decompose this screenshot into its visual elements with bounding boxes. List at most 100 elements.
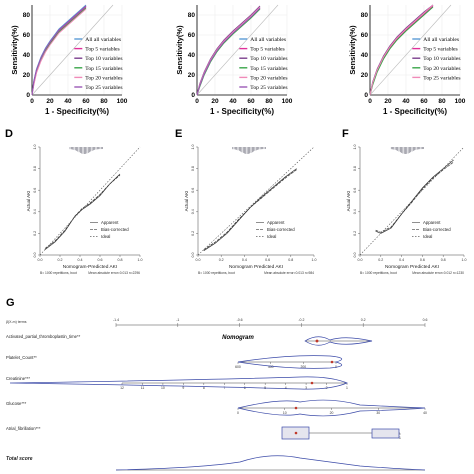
nomogram-tick-label: 7 — [223, 386, 225, 390]
y-tick-label: 0.2 — [33, 231, 37, 236]
nomogram-tick-label: 9 — [182, 386, 184, 390]
y-tick-label: 20 — [361, 72, 369, 79]
y-tick-label: 0.6 — [191, 188, 195, 193]
x-tick-label: 80 — [265, 98, 273, 105]
y-tick-label: 60 — [188, 32, 196, 39]
roc-panels: 0 20 40 60 80 100 0 20 40 60 80 1 - Specificity(%) S… — [10, 4, 466, 116]
y-axis-label: Sensitivity(%) — [175, 25, 184, 75]
y-tick-label: 0.0 — [191, 253, 195, 258]
x-tick-label: 40 — [229, 98, 237, 105]
footer-left: B= 1000 repetitions, boot — [198, 271, 235, 275]
legend-entry: All all variables — [250, 37, 286, 43]
platelet-distribution — [237, 355, 343, 369]
x-tick-label: 60 — [82, 98, 90, 105]
nomogram-tick-label: 8 — [203, 386, 205, 390]
y-tick-label: 40 — [188, 52, 196, 59]
nomogram-tick-label: 40 — [423, 411, 427, 415]
y-tick-label: 0.6 — [353, 188, 357, 193]
x-tick-label: 80 — [438, 98, 446, 105]
x-tick-label: 0.0 — [196, 258, 201, 262]
x-tick-label: 100 — [117, 98, 128, 105]
x-tick-label: 0.0 — [38, 258, 43, 262]
patient-value-marker — [294, 406, 298, 410]
y-tick-label: 1.0 — [33, 145, 37, 150]
y-tick-label: 1.0 — [353, 145, 357, 150]
legend-entry: Top 10 variables — [423, 56, 460, 62]
y-tick-label: 0 — [364, 92, 368, 99]
x-axis-label: 1 - Specificity(%) — [383, 107, 447, 116]
y-axis-label: Actual AKI — [346, 191, 351, 212]
calibration-line-apparent — [203, 168, 297, 251]
af-box-1 — [371, 428, 400, 439]
top-tick-label: -0.2 — [298, 318, 304, 322]
nomogram-tick-label: 200 — [300, 365, 306, 369]
y-tick-label: 0.0 — [353, 253, 357, 258]
nomogram-title: Nomogram — [222, 335, 254, 341]
panel-label: E — [175, 128, 182, 140]
y-tick-label: 80 — [188, 12, 196, 19]
patient-value-marker — [330, 360, 334, 364]
legend-entry: Apparent — [101, 220, 119, 225]
roc-series-line — [31, 8, 87, 96]
calibration-line-ideal — [39, 146, 141, 256]
nomogram-tick-label: 400 — [268, 365, 274, 369]
footer-right: Mean absolute error=0.012 n=1230 — [412, 271, 464, 275]
y-tick-label: 40 — [23, 52, 31, 59]
x-tick-label: 0.4 — [399, 258, 404, 262]
roc-panel-3: 0 20 40 60 80 100 0 20 40 60 80 1 - Specificity(%) S… — [348, 4, 466, 116]
y-tick-label: 40 — [361, 52, 369, 59]
x-tick-label: 80 — [100, 98, 108, 105]
nomogram-tick-label: 11 — [141, 386, 145, 390]
y-tick-label: 0.4 — [33, 209, 37, 214]
nomogram-top-label: β(X-m) terms — [6, 320, 27, 324]
nomogram-tick-label: 1 — [346, 386, 348, 390]
diagonal-reference — [31, 4, 114, 96]
panel-label: F — [342, 128, 349, 140]
legend-entry: Top 15 variables — [250, 66, 287, 72]
footer-left: B= 1000 repetitions, boot — [40, 271, 77, 275]
calibration-line-bias-corrected — [203, 169, 297, 250]
calibration-line-apparent — [375, 159, 454, 234]
calibration-line-ideal — [197, 146, 315, 256]
y-axis-label: Actual AKI — [26, 191, 31, 212]
x-tick-label: 0.8 — [288, 258, 293, 262]
x-tick-label: 0.2 — [378, 258, 383, 262]
roc-series-line — [369, 4, 434, 96]
y-tick-label: 0.2 — [191, 231, 195, 236]
patient-value-marker — [310, 381, 314, 385]
y-tick-label: 0.4 — [191, 209, 195, 214]
y-tick-label: 20 — [188, 72, 196, 79]
x-tick-label: 100 — [455, 98, 466, 105]
legend-entry: Bias-corrected — [101, 227, 129, 232]
legend-entry: Ideal — [423, 234, 432, 239]
y-axis-label: Sensitivity(%) — [10, 25, 19, 75]
x-tick-label: 1.0 — [312, 258, 317, 262]
patient-value-marker — [294, 431, 298, 435]
y-tick-label: 80 — [23, 12, 31, 19]
legend-entry: Apparent — [267, 220, 285, 225]
y-tick-label: 0.2 — [353, 231, 357, 236]
legend-entry: Top 20 variables — [250, 75, 287, 81]
total-score-distribution — [115, 455, 426, 471]
legend-entry: Top 25 variables — [423, 75, 460, 81]
nomogram-tick-label: 20 — [330, 411, 334, 415]
legend-entry: Top 10 variables — [250, 56, 287, 62]
legend-entry: Top 25 variables — [85, 85, 122, 91]
roc-series-line — [31, 5, 87, 96]
x-tick-label: 20 — [384, 98, 392, 105]
glucose-distribution — [237, 399, 426, 417]
nomogram-row-label: Platelet_Count** — [6, 355, 37, 360]
x-tick-label: 0.4 — [78, 258, 83, 262]
nomogram-tick-label: 12 — [120, 386, 124, 390]
legend-entry: Bias-corrected — [423, 227, 451, 232]
legend-entry: Top 10 variables — [85, 56, 122, 62]
footer-right: Mean absolute error=0.013 n=984 — [264, 271, 314, 275]
x-tick-label: 0.8 — [441, 258, 446, 262]
nomogram-row-label: Total score — [6, 456, 33, 462]
x-tick-label: 20 — [211, 98, 219, 105]
x-axis-label: Nomogram Predicted AKI — [385, 264, 439, 270]
y-axis-label: Sensitivity(%) — [348, 25, 357, 75]
roc-panel-1: 0 20 40 60 80 100 0 20 40 60 80 1 - Specificity(%) S… — [10, 4, 128, 116]
y-tick-label: 0.8 — [353, 166, 357, 171]
